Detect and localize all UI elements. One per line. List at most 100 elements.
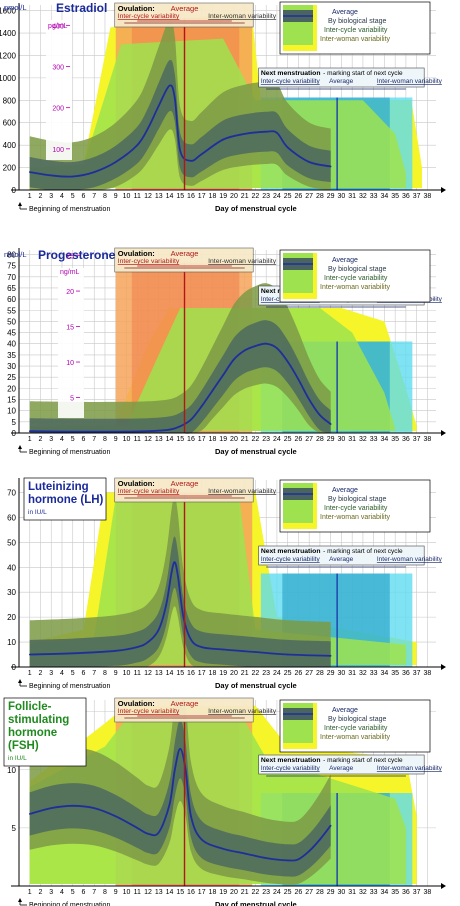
x-tick-label: 13 (155, 889, 163, 896)
data-point (71, 652, 74, 655)
x-tick-label: 22 (252, 670, 260, 677)
x-tick-label: 27 (305, 670, 313, 677)
x-tick-label: 38 (424, 436, 432, 443)
data-point (147, 430, 149, 433)
legend-box: Average By biological stage Inter-cycle va… (279, 699, 431, 753)
y-tick-label: 15 (7, 396, 16, 405)
x-tick-label: 21 (241, 889, 249, 896)
x-tick-label: 12 (144, 670, 152, 677)
x-tick-label: 29 (327, 670, 335, 677)
chart-title-line2: stimulating (8, 714, 69, 726)
y-tick-label: 70 (7, 273, 16, 282)
data-point (179, 149, 182, 152)
x-tick-label: 27 (305, 889, 313, 896)
x-tick-label: 5 (71, 193, 75, 200)
x-tick-label: 10 (123, 889, 131, 896)
x-tick-label: 28 (316, 193, 324, 200)
x-tick-label: 34 (381, 436, 389, 443)
legend-stage: By biological stage (328, 496, 386, 503)
alt-tick-label: 300 (52, 65, 64, 72)
x-tick-label: 9 (114, 436, 118, 443)
x-tick-label: 20 (230, 436, 238, 443)
data-point (168, 428, 171, 431)
x-tick-label: 35 (391, 436, 399, 443)
data-point (170, 571, 173, 574)
data-point (50, 174, 53, 177)
x-tick-label: 17 (198, 889, 206, 896)
x-tick-label: 5 (71, 670, 75, 677)
x-tick-label: 32 (359, 436, 367, 443)
x-tick-label: 26 (295, 670, 303, 677)
legend-inter-cycle: Inter-cycle variability (324, 505, 388, 512)
menses-inter-cycle-label: Inter-cycle variability (261, 78, 321, 85)
menses-inter-cycle-label: Inter-cycle variability (261, 765, 321, 772)
data-point (297, 858, 300, 861)
x-tick-label: 37 (413, 193, 421, 200)
y-tick-label: 80 (7, 250, 16, 259)
y-tick-label: 800 (3, 96, 17, 105)
next-menstruation-box: Next menstruation - marking start of nex… (258, 67, 443, 90)
unit-label: pmol/L (4, 3, 27, 12)
x-tick-label: 30 (338, 193, 346, 200)
ovulation-inter-cycle-label: Inter-cycle variability (118, 708, 180, 715)
data-point (190, 815, 192, 818)
ovulation-average-label: Average (171, 249, 199, 258)
ovulation-average-label: Average (171, 699, 199, 708)
y-tick-label: 10 (7, 638, 16, 647)
x-tick-label: 6 (82, 436, 86, 443)
x-tick-label: 34 (381, 193, 389, 200)
data-point (136, 144, 139, 146)
y-tick-label: 1200 (0, 51, 17, 60)
data-point (190, 160, 192, 162)
y-tick-label: 1000 (0, 74, 17, 83)
x-tick-label: 20 (230, 193, 238, 200)
y-tick-label: 20 (7, 384, 16, 393)
x-tick-label: 28 (316, 436, 324, 443)
data-point (254, 345, 257, 347)
data-point (174, 97, 176, 99)
menses-inter-woman-label: Inter-woman variability (377, 556, 443, 563)
x-tick-label: 29 (327, 436, 335, 443)
y-tick-label: 45 (7, 329, 16, 338)
y-tick-label: 5 (12, 824, 17, 833)
x-tick-label: 3 (49, 193, 53, 200)
legend-average: Average (332, 707, 358, 714)
x-tick-label: 5 (71, 436, 75, 443)
y-tick-label: 0 (12, 429, 17, 438)
menses-average-label: Average (329, 78, 353, 85)
x-tick-label: 18 (209, 436, 217, 443)
x-tick-label: 19 (219, 193, 227, 200)
x-tick-label: 23 (262, 436, 270, 443)
y-tick-label: 400 (3, 141, 17, 150)
data-point (200, 153, 203, 155)
x-tick-label: 30 (338, 670, 346, 677)
data-point (114, 161, 117, 163)
data-point (329, 423, 332, 425)
data-point (222, 138, 225, 141)
x-tick-label: 9 (114, 670, 118, 677)
next-menstruation-box: Next menstruation - marking start of nex… (258, 754, 443, 777)
x-tick-label: 3 (49, 670, 53, 677)
alt-tick-label: 5 (70, 396, 74, 403)
beginning-label: Beginning of menstruation (29, 449, 110, 456)
x-tick-label: 36 (402, 436, 410, 443)
data-point (136, 827, 139, 829)
data-point (50, 807, 53, 809)
ovulation-title: Ovulation: (118, 249, 155, 258)
y-tick-label: 50 (7, 317, 16, 326)
x-tick-label: 7 (92, 193, 96, 200)
data-point (114, 815, 117, 818)
data-point (286, 360, 289, 363)
alt-tick-label: 10 (66, 360, 74, 367)
x-tick-label: 8 (103, 193, 107, 200)
x-tick-label: 17 (198, 436, 206, 443)
data-point (329, 654, 332, 657)
x-tick-label: 37 (413, 436, 421, 443)
data-point (147, 641, 149, 643)
ovulation-inter-woman-label: Inter-woman variability (208, 258, 277, 265)
x-tick-label: 8 (103, 436, 107, 443)
y-tick-label: 40 (7, 563, 16, 572)
x-tick-label: 31 (348, 193, 356, 200)
menses-average-label: Average (329, 556, 353, 563)
